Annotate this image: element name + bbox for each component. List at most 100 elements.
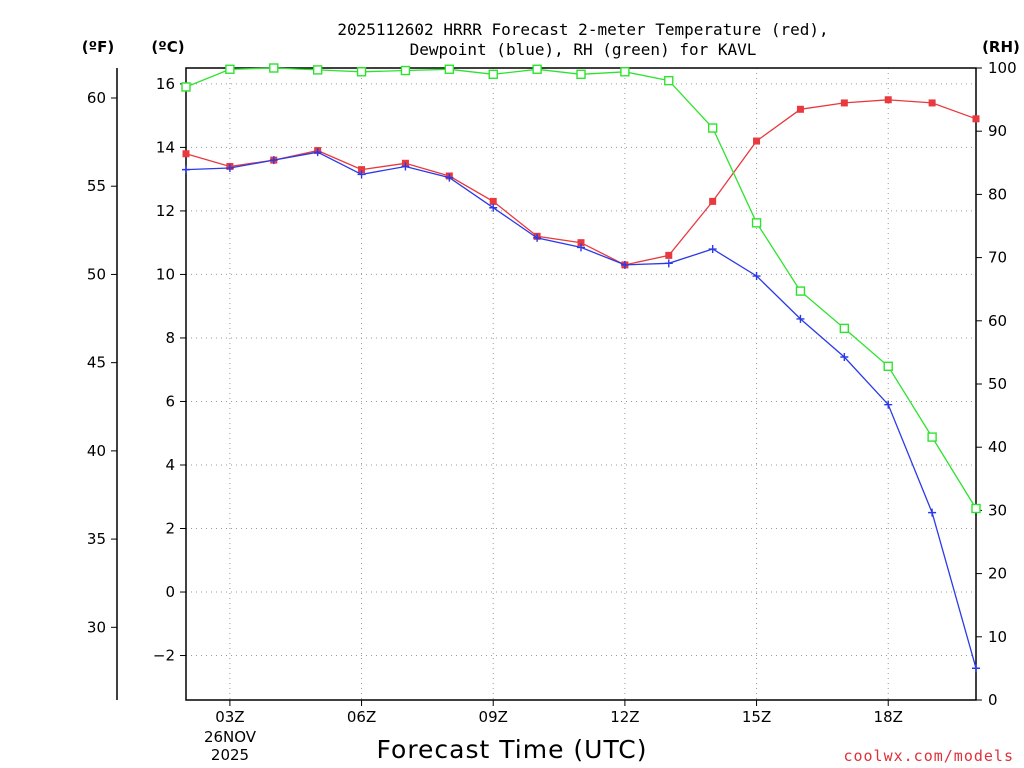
dewpoint-point [972,664,980,673]
x-tick-label: 03Z [215,708,244,726]
dewpoint-point [401,162,410,171]
celsius-tick-label: 6 [165,392,175,410]
rh-point [620,67,630,77]
rh-tick-label: 50 [988,375,1007,393]
rh-line [185,67,977,509]
x-tick-label: 12Z [610,708,639,726]
celsius-tick-label: 2 [165,520,175,538]
axis-ticks: 03Z 06Z 09Z 12Z 15Z 18Z −2 0 2 4 6 8 10 12 14 16 30 35 40 4… [87,59,1017,726]
rh-tick-label: 90 [988,122,1007,140]
rh-point [927,432,937,442]
chart-title: 2025112602 HRRR Forecast 2-meter Tempera… [337,20,828,59]
temperature-point [709,197,717,205]
x-tick-label: 18Z [874,708,903,726]
dewpoint-point [708,245,717,254]
temperature-point [972,115,980,123]
x-tick-label: 15Z [742,708,771,726]
date-label-line-2: 2025 [211,746,249,764]
fahrenheit-tick-label: 30 [87,618,106,636]
rh-tick-label: 70 [988,249,1007,267]
rh-point [400,65,411,76]
temperature-series [182,96,980,269]
fahrenheit-tick-label: 55 [87,177,106,195]
dewpoint-point [796,314,805,323]
temperature-point [753,137,761,145]
celsius-unit-label: (ºC) [151,38,184,56]
rh-tick-label: 0 [988,691,998,709]
fahrenheit-tick-label: 50 [87,265,106,283]
rh-unit-label: (RH) [982,38,1020,56]
dewpoint-point [840,353,849,362]
rh-point [839,323,850,334]
rh-tick-label: 20 [988,565,1007,583]
rh-point [312,65,323,75]
rh-point [751,218,762,228]
rh-point [225,64,235,74]
title-line-2: Dewpoint (blue), RH (green) for KAVL [410,40,757,59]
rh-tick-label: 80 [988,185,1007,203]
dewpoint-point [445,173,454,182]
date-label-line-1: 26NOV [204,728,257,746]
x-tick-label: 09Z [479,708,508,726]
rh-point [181,82,191,92]
rh-point [971,503,981,514]
fahrenheit-tick-label: 40 [87,442,106,460]
temperature-point [577,239,585,247]
fahrenheit-tick-label: 60 [87,89,106,107]
dewpoint-line [185,151,977,669]
rh-point [576,69,586,80]
rh-point [488,69,498,80]
temperature-point [796,105,804,113]
temperature-point [884,96,892,104]
dewpoint-point [752,272,761,281]
rh-tick-label: 60 [988,312,1007,330]
celsius-tick-label: 8 [165,329,175,347]
rh-point [269,63,279,73]
dewpoint-point [664,259,673,268]
celsius-tick-label: 10 [156,265,175,283]
x-tick-label: 06Z [347,708,376,726]
celsius-tick-label: 0 [165,583,175,601]
rh-point [795,286,806,296]
rh-point [532,64,542,74]
temperature-point [182,150,190,158]
fahrenheit-tick-label: 35 [87,530,106,548]
fahrenheit-tick-label: 45 [87,354,106,372]
celsius-tick-label: 14 [156,138,175,156]
dewpoint-point [928,508,937,517]
title-line-1: 2025112602 HRRR Forecast 2-meter Tempera… [337,20,828,39]
temperature-point [928,99,936,107]
celsius-tick-label: 16 [156,75,175,93]
dewpoint-series [182,148,980,673]
celsius-tick-label: 4 [165,456,175,474]
rh-tick-label: 40 [988,438,1007,456]
dewpoint-point [577,243,585,252]
dewpoint-point [533,233,542,242]
rh-tick-label: 30 [988,501,1007,519]
grid-lines [186,68,976,700]
rh-point [444,64,455,74]
dewpoint-point [182,165,190,174]
temperature-point [665,251,673,259]
celsius-tick-label: −2 [153,647,175,665]
x-axis-title: Forecast Time (UTC) [377,735,648,764]
dewpoint-point [225,164,234,173]
dewpoint-point [884,400,893,409]
temperature-point [358,166,366,174]
rh-series [181,63,981,514]
rh-point [707,123,718,133]
axes [116,67,977,701]
dewpoint-point [269,156,278,165]
dewpoint-point [620,260,629,269]
dewpoint-point [489,203,498,212]
fahrenheit-unit-label: (ºF) [82,38,114,56]
rh-point [883,361,893,372]
dewpoint-point [357,170,366,179]
temperature-point [840,99,848,107]
rh-point [356,67,367,77]
temperature-point [489,197,497,205]
celsius-tick-label: 12 [156,202,175,220]
data-series [181,63,981,673]
credit-label: coolwx.com/models [843,747,1014,765]
